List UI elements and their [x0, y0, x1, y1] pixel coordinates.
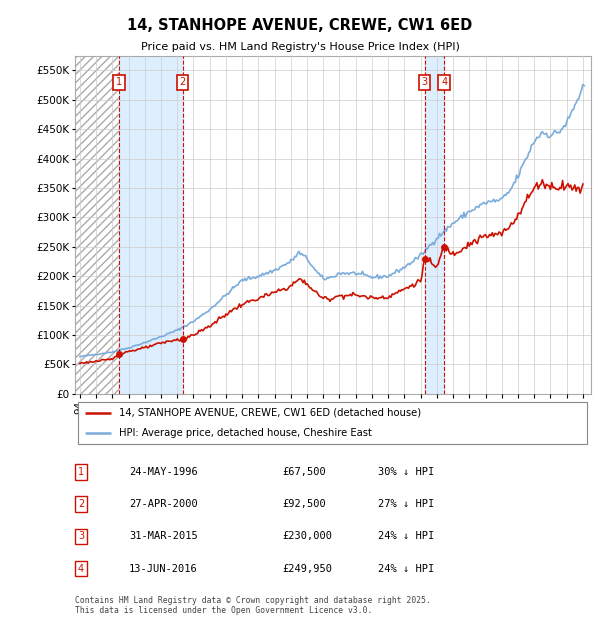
Text: Price paid vs. HM Land Registry's House Price Index (HPI): Price paid vs. HM Land Registry's House …	[140, 42, 460, 53]
Text: 31-MAR-2015: 31-MAR-2015	[129, 531, 198, 541]
Text: £230,000: £230,000	[282, 531, 332, 541]
Text: 1: 1	[78, 467, 84, 477]
Bar	[425, 56, 444, 394]
Text: 24% ↓ HPI: 24% ↓ HPI	[378, 531, 434, 541]
Text: 14, STANHOPE AVENUE, CREWE, CW1 6ED: 14, STANHOPE AVENUE, CREWE, CW1 6ED	[127, 17, 473, 33]
Text: 27-APR-2000: 27-APR-2000	[129, 499, 198, 509]
Text: 13-JUN-2016: 13-JUN-2016	[129, 564, 198, 574]
Text: 3: 3	[422, 78, 428, 87]
Text: 4: 4	[441, 78, 447, 87]
Bar	[119, 56, 182, 394]
Text: 27% ↓ HPI: 27% ↓ HPI	[378, 499, 434, 509]
Text: £249,950: £249,950	[282, 564, 332, 574]
Text: 4: 4	[78, 564, 84, 574]
Bar	[75, 56, 119, 394]
Text: 30% ↓ HPI: 30% ↓ HPI	[378, 467, 434, 477]
FancyBboxPatch shape	[77, 402, 587, 444]
Text: Contains HM Land Registry data © Crown copyright and database right 2025.
This d: Contains HM Land Registry data © Crown c…	[75, 596, 431, 615]
Text: 1: 1	[116, 78, 122, 87]
Text: 24-MAY-1996: 24-MAY-1996	[129, 467, 198, 477]
Text: 14, STANHOPE AVENUE, CREWE, CW1 6ED (detached house): 14, STANHOPE AVENUE, CREWE, CW1 6ED (det…	[119, 408, 421, 418]
Text: £67,500: £67,500	[282, 467, 326, 477]
Text: 3: 3	[78, 531, 84, 541]
Text: 2: 2	[78, 499, 84, 509]
Text: HPI: Average price, detached house, Cheshire East: HPI: Average price, detached house, Ches…	[119, 428, 372, 438]
Text: 2: 2	[179, 78, 186, 87]
Text: £92,500: £92,500	[282, 499, 326, 509]
Text: 24% ↓ HPI: 24% ↓ HPI	[378, 564, 434, 574]
